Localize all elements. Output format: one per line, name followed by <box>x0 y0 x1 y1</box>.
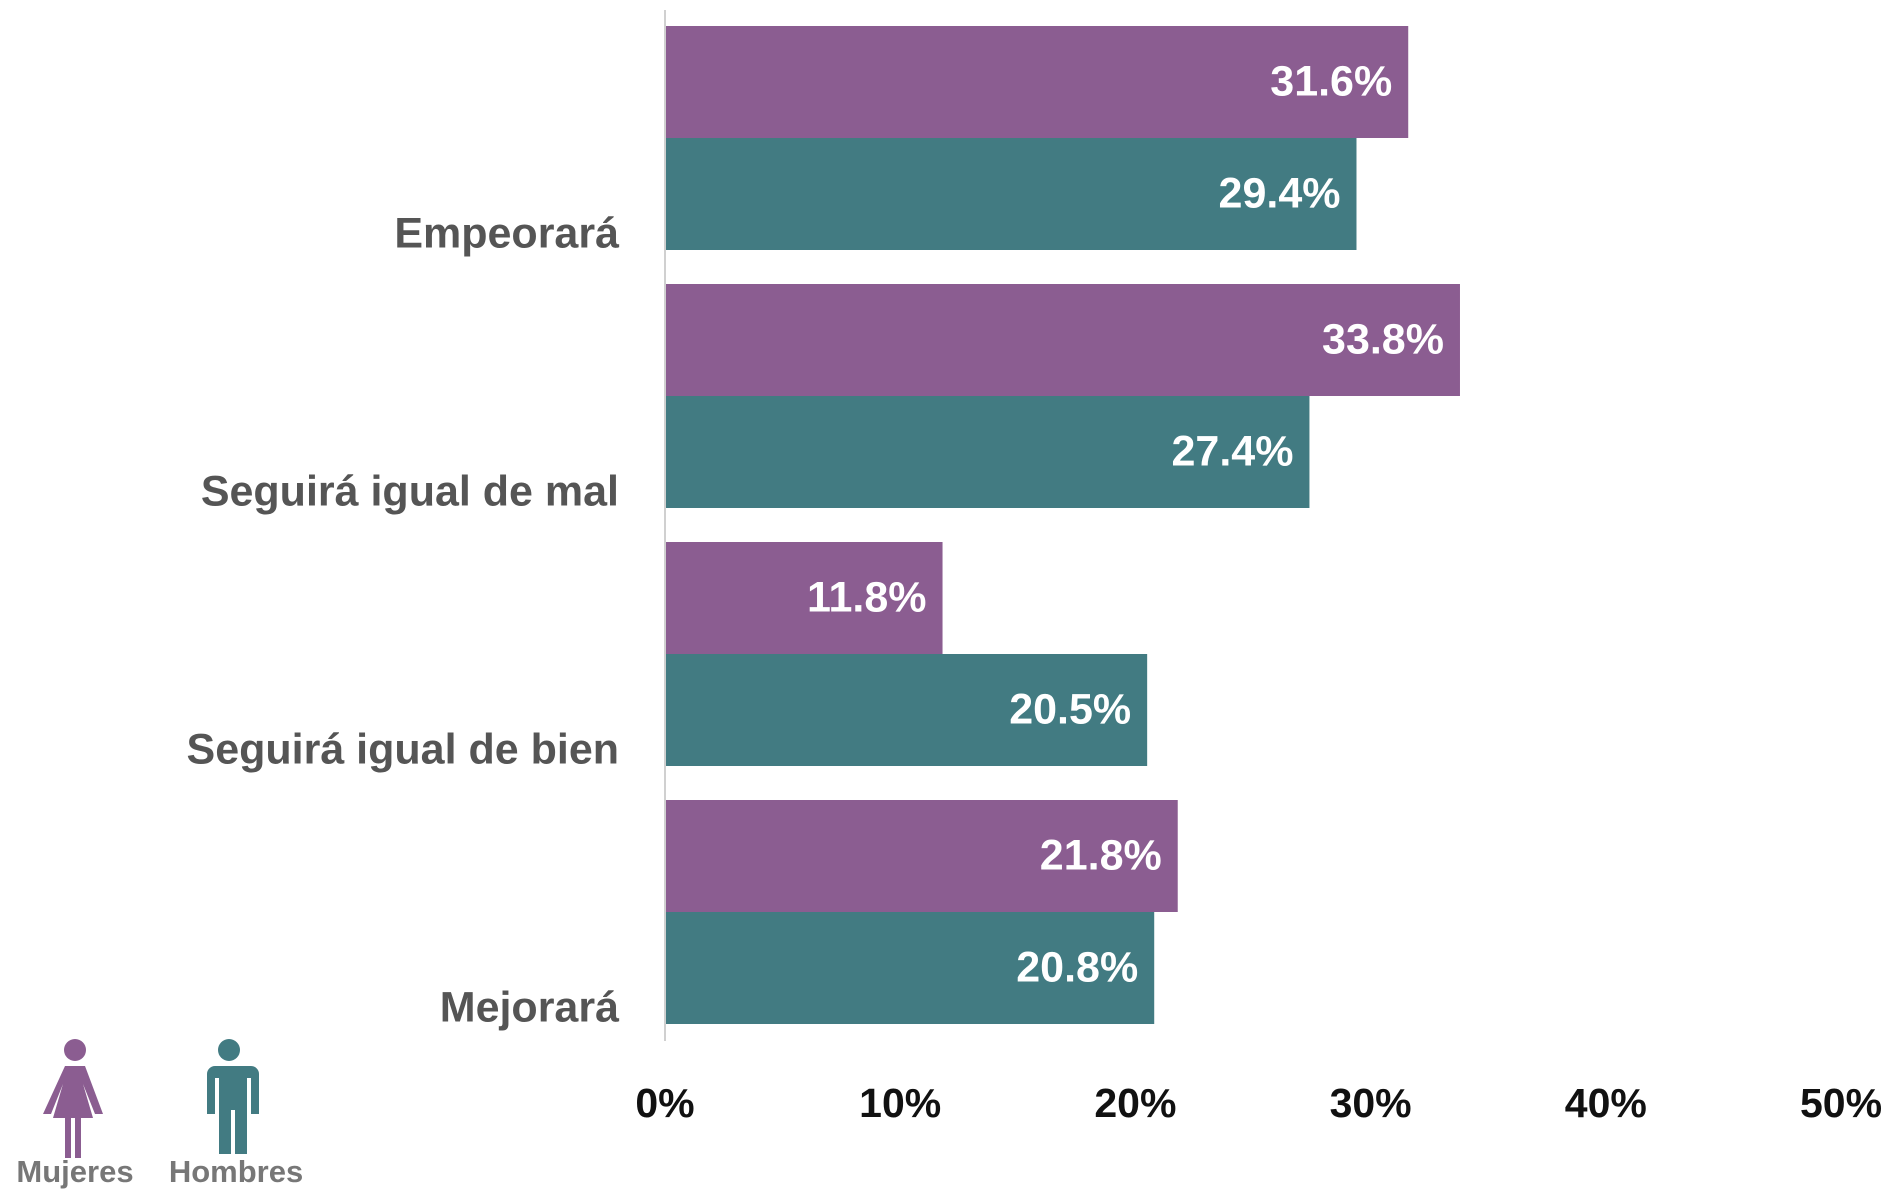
category-label: Seguirá igual de bien <box>187 725 619 773</box>
x-tick-label: 40% <box>1565 1080 1647 1126</box>
value-label: 11.8% <box>807 573 927 621</box>
category-label: Mejorará <box>440 983 620 1031</box>
bar <box>665 912 1155 1024</box>
icon-body <box>207 1066 259 1154</box>
x-tick-label: 20% <box>1094 1080 1176 1126</box>
man-icon <box>207 1039 259 1154</box>
category-label: Seguirá igual de mal <box>201 467 619 515</box>
bar <box>665 800 1178 912</box>
legend-label: Hombres <box>169 1154 303 1189</box>
icon-head <box>218 1039 240 1061</box>
x-tick-label: 50% <box>1800 1080 1882 1126</box>
bar <box>665 26 1409 138</box>
icon-head <box>64 1039 86 1061</box>
value-label: 31.6% <box>1270 57 1392 105</box>
x-tick-label: 10% <box>859 1080 941 1126</box>
x-tick-label: 0% <box>635 1080 694 1126</box>
bar <box>665 284 1460 396</box>
x-tick-label: 30% <box>1330 1080 1412 1126</box>
bar <box>665 138 1357 250</box>
value-label: 21.8% <box>1040 831 1162 879</box>
category-label: Empeorará <box>394 209 620 257</box>
bar <box>665 654 1148 766</box>
value-label: 29.4% <box>1219 169 1341 217</box>
value-label: 33.8% <box>1322 315 1444 363</box>
bar <box>665 396 1310 508</box>
icon-body <box>43 1066 103 1158</box>
value-label: 20.5% <box>1009 685 1131 733</box>
bar <box>665 542 943 654</box>
value-label: 27.4% <box>1172 427 1294 475</box>
woman-icon <box>43 1039 103 1158</box>
legend-label: Mujeres <box>16 1154 133 1189</box>
value-label: 20.8% <box>1016 943 1138 991</box>
